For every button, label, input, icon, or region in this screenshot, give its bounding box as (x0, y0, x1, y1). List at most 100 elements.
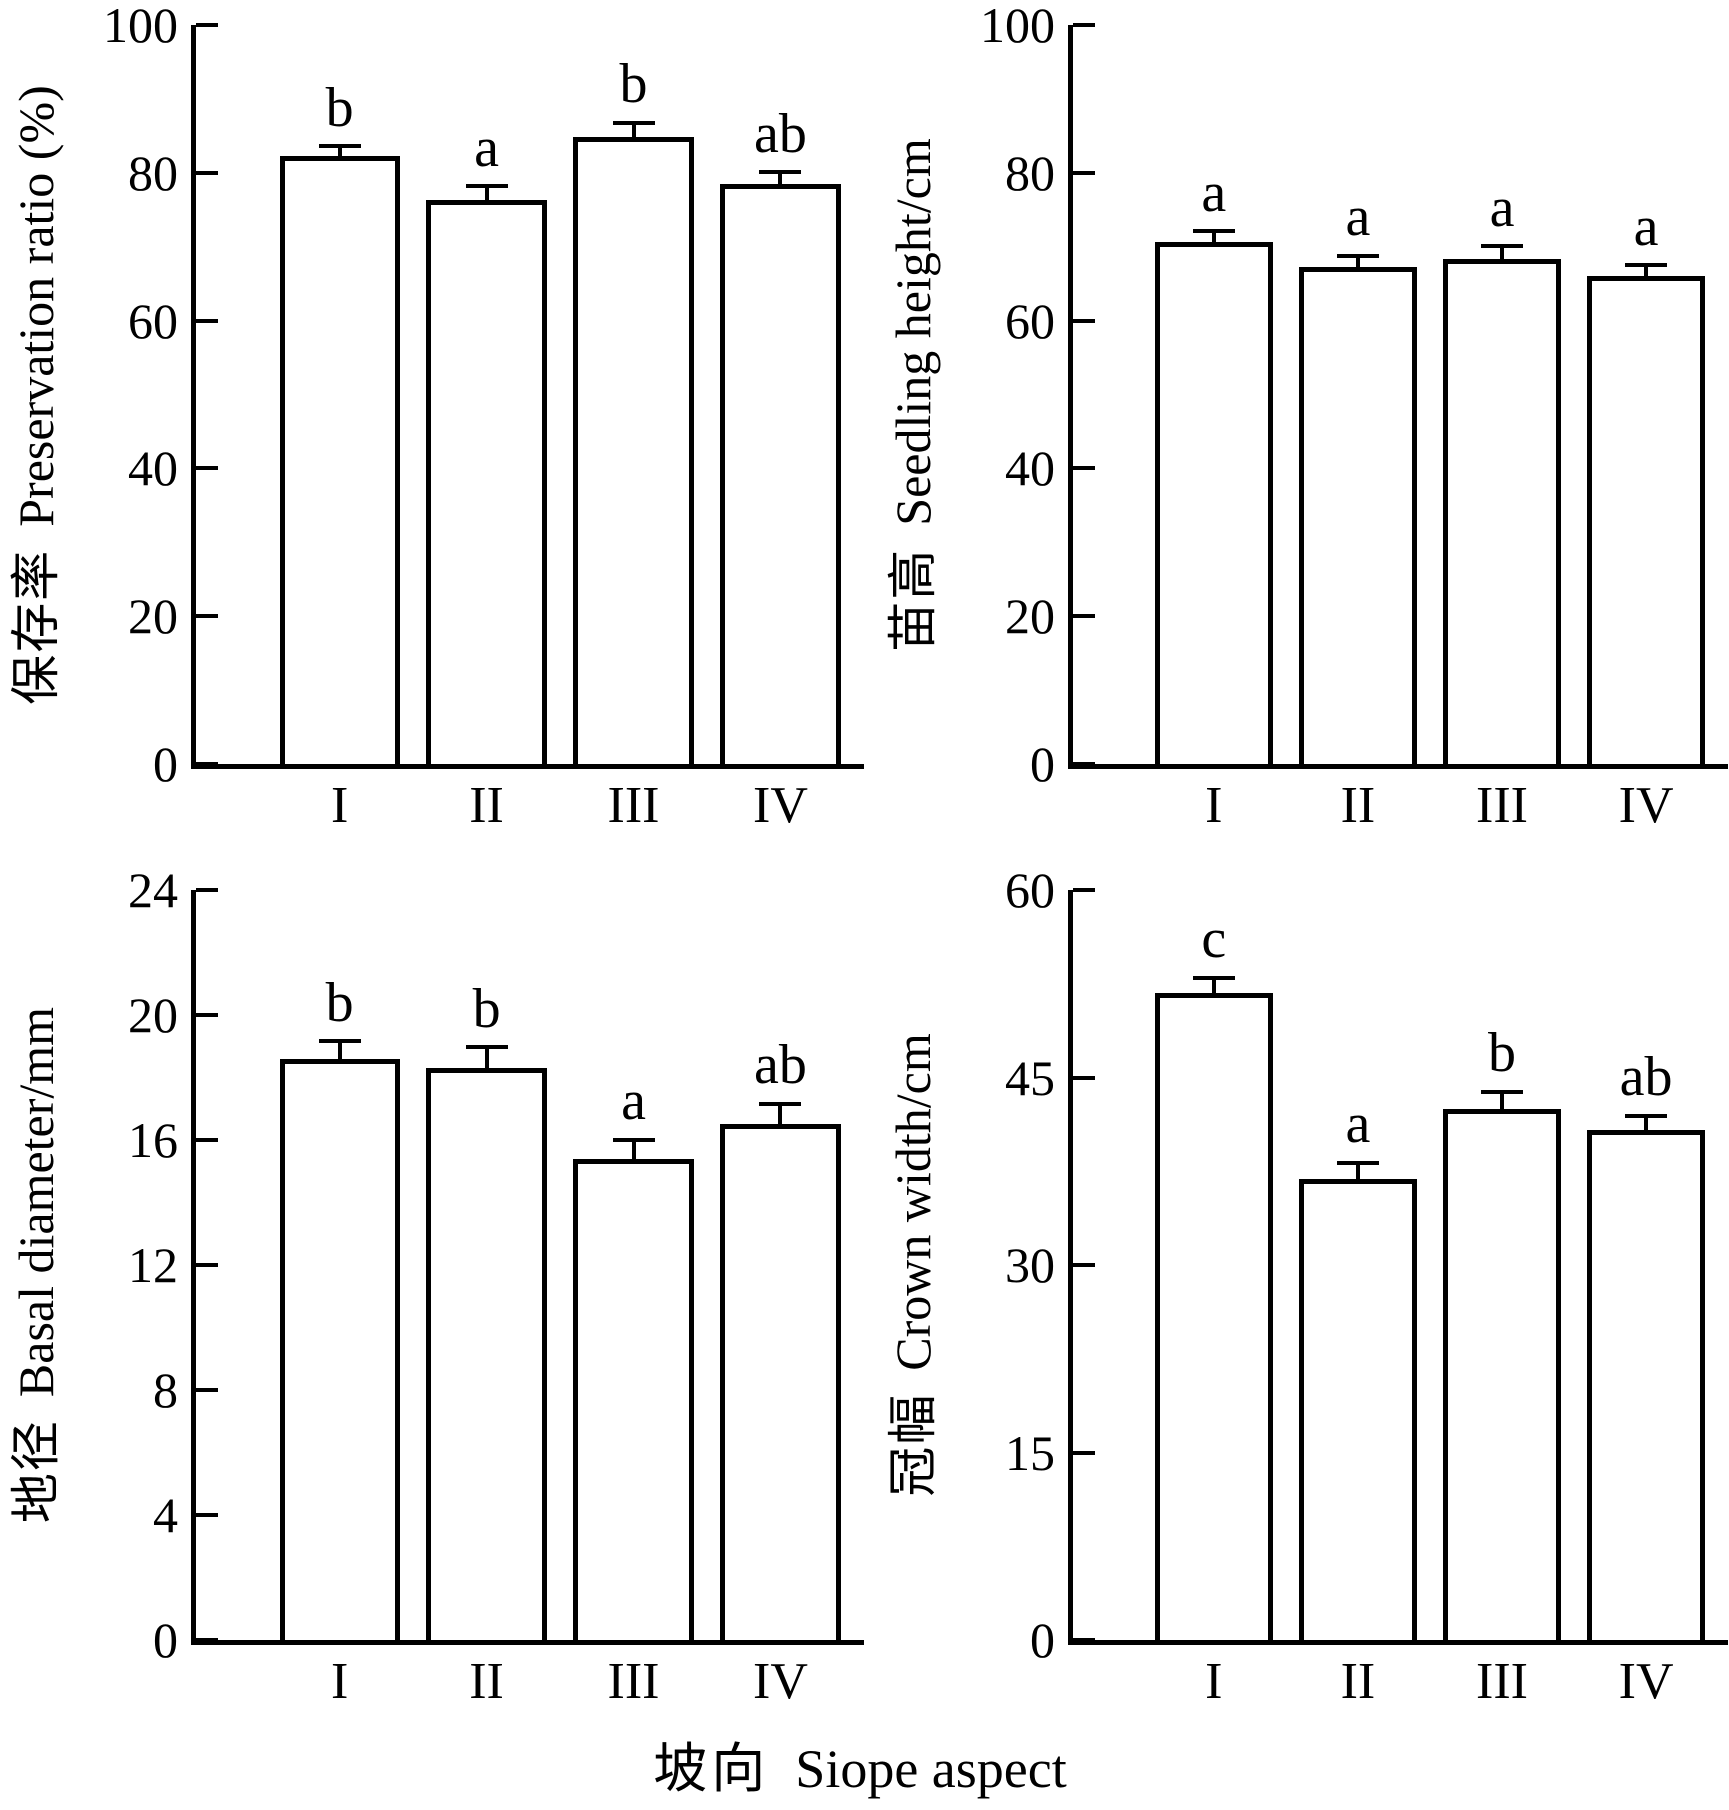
y-axis-title-cn: 苗高 (885, 547, 941, 652)
y-tick-mark (1073, 1263, 1095, 1267)
x-tick-label: I (330, 1653, 349, 1710)
error-bar-cap (1192, 976, 1235, 980)
x-tick-label: I (330, 777, 349, 834)
error-bar-cap (1625, 1113, 1668, 1118)
y-tick-label: 4 (153, 1487, 178, 1543)
y-axis-title-en: Seedling height/cm (885, 137, 941, 526)
error-bar-cap (1336, 253, 1379, 258)
y-tick-label: 30 (1005, 1237, 1055, 1293)
significance-letter: ab (1619, 1045, 1673, 1108)
y-tick-label: 0 (153, 1612, 178, 1668)
error-bar-cap (1336, 1161, 1379, 1165)
error-bar-cap (318, 144, 361, 149)
y-tick-mark (1073, 762, 1095, 766)
y-tick-label: 60 (1005, 292, 1055, 349)
y-tick-label: 20 (1005, 588, 1055, 645)
error-bar-stem (1644, 267, 1649, 276)
y-axis-title: 苗高 Seedling height/cm (885, 137, 941, 652)
significance-letter: a (621, 1069, 646, 1132)
error-bar-stem (1211, 980, 1216, 993)
y-axis-title: 保存率 Preservation ratio (%) (8, 84, 64, 705)
y-tick-label: 45 (1005, 1049, 1055, 1106)
error-bar-cap (759, 1101, 802, 1106)
bar-slot: ab IV (1587, 890, 1706, 1708)
y-tick-mark (196, 1263, 218, 1267)
y-tick-mark (1073, 1450, 1095, 1455)
y-tick-mark (1073, 614, 1095, 619)
y-tick-mark (196, 170, 218, 175)
error-bar-cap (759, 170, 802, 175)
y-tick-mark (196, 1638, 218, 1642)
y-tick-mark (1073, 466, 1095, 471)
bar-slot: b III (1443, 890, 1561, 1708)
significance-letter: a (1489, 176, 1515, 239)
y-tick-label: 0 (153, 736, 178, 792)
bar (1587, 1130, 1706, 1640)
y-tick-label: 20 (128, 588, 178, 645)
x-tick-label: II (469, 1653, 504, 1710)
error-bar-stem (1355, 1165, 1360, 1179)
y-tick-mark (196, 888, 218, 892)
error-bar-stem (484, 1049, 489, 1069)
error-bar-stem (337, 1043, 342, 1059)
error-bar-cap (1481, 1089, 1523, 1094)
y-tick-label: 60 (128, 292, 178, 349)
bar-slot: a II (426, 25, 547, 832)
bar-slot: a II (1298, 25, 1417, 832)
x-axis-title: 坡向 Siope aspect (653, 1742, 1066, 1796)
significance-letter: a (1345, 1093, 1371, 1156)
y-tick-label: 8 (153, 1362, 178, 1418)
x-tick-label: II (1340, 1653, 1376, 1710)
y-axis-title-cn: 冠幅 (885, 1392, 941, 1497)
bar-slot: ab IV (720, 25, 841, 832)
significance-letter: a (1633, 195, 1659, 258)
bar-slot: a IV (1587, 25, 1706, 832)
y-tick-mark (196, 614, 218, 619)
bar (1443, 1108, 1561, 1640)
significance-letter: ab (754, 102, 807, 165)
significance-letter: b (619, 53, 648, 116)
y-tick-mark (196, 762, 218, 766)
error-bar-cap (1192, 229, 1235, 234)
error-bar-cap (612, 120, 655, 125)
y-tick-mark (1073, 888, 1095, 892)
y-axis-title-en: Preservation ratio (%) (8, 84, 64, 527)
y-tick-mark (1073, 23, 1095, 27)
x-tick-label: I (1205, 777, 1223, 834)
y-tick-label: 80 (128, 144, 178, 201)
error-bar-stem (778, 174, 783, 184)
bar-slot: a III (1443, 25, 1561, 832)
error-bar-stem (1500, 248, 1504, 259)
significance-letter: a (1345, 186, 1371, 249)
bar-slot: ab IV (720, 890, 841, 1708)
bar (279, 155, 400, 764)
y-tick-mark (1073, 1638, 1095, 1642)
y-axis-title: 地径 Basal diameter/mm (8, 1007, 64, 1523)
x-tick-label: I (1205, 1653, 1223, 1710)
y-tick-label: 40 (128, 440, 178, 497)
x-tick-label: IV (1618, 777, 1674, 834)
bar (1154, 992, 1273, 1640)
error-bar-stem (337, 148, 342, 156)
bar (720, 183, 841, 764)
y-tick-mark (196, 318, 218, 323)
y-tick-mark (196, 1513, 218, 1517)
y-tick-label: 60 (1005, 862, 1055, 918)
x-tick-label: III (607, 777, 660, 834)
error-bar-cap (465, 1045, 508, 1050)
y-tick-label: 24 (128, 862, 178, 918)
y-tick-label: 100 (980, 0, 1055, 53)
significance-letter: b (1488, 1022, 1516, 1085)
error-bar-cap (465, 184, 508, 189)
bar-slot: b II (426, 890, 547, 1708)
error-bar-stem (484, 188, 489, 201)
bar (426, 1068, 547, 1640)
y-tick-label: 0 (1030, 736, 1055, 792)
y-tick-label: 40 (1005, 440, 1055, 497)
bar (573, 136, 694, 764)
significance-letter: b (325, 76, 354, 139)
